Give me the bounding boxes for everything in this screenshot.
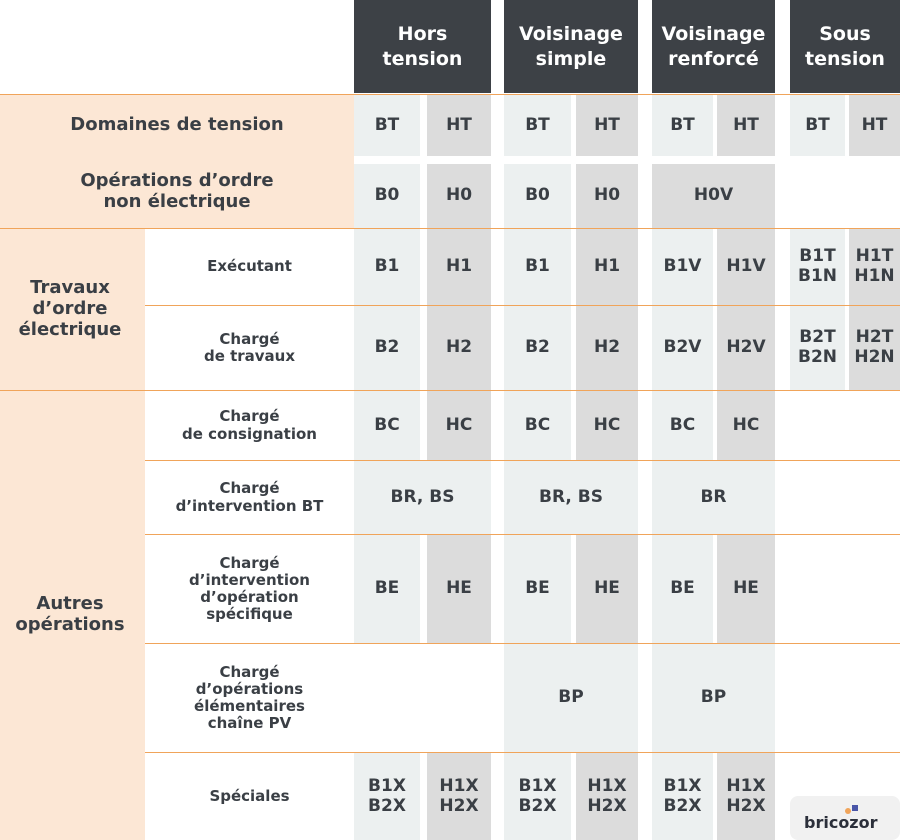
peach-bg (0, 229, 145, 390)
cell-code: BT (805, 114, 830, 135)
cell-code: HT (446, 114, 472, 135)
cell-code: H2T H2N (854, 327, 895, 367)
cell-code: B1X B2X (368, 775, 406, 816)
cell-code: H0 (593, 185, 621, 206)
cell-code: B0 (525, 185, 550, 206)
cell-code: H1X H2X (439, 775, 479, 816)
cell-code: BP (558, 687, 584, 708)
cell-code: BC (374, 414, 400, 435)
peach-bg (0, 95, 354, 156)
label-intervention-bt: Chargé d’intervention BT (175, 479, 324, 515)
row-separator (145, 534, 900, 535)
cell-code: B1V (663, 256, 702, 277)
cell-code: H0 (445, 185, 473, 206)
cell-code: BT (525, 114, 550, 135)
cell-code: HC (732, 414, 760, 435)
col-bg (849, 95, 900, 390)
cell-code: BR, BS (390, 486, 455, 507)
cell-code: HT (733, 114, 759, 135)
label-executant: Exécutant (207, 257, 292, 276)
cell-code: B1 (374, 256, 400, 277)
label-non-electrique: Opérations d’ordre non électrique (80, 170, 274, 212)
cell-code: HE (733, 578, 759, 599)
group-travaux: Travaux d’ordre électrique (18, 277, 122, 340)
cell-code: BT (670, 114, 695, 135)
cell-code: H0V (693, 185, 734, 206)
label-speciales: Spéciales (209, 786, 290, 805)
cell-code: HE (446, 578, 472, 599)
cell-code: B2T B2N (797, 327, 837, 367)
cell-code: H1X H2X (726, 775, 766, 816)
cell-code: HT (861, 114, 888, 135)
cell-code: BT (374, 114, 400, 135)
cell-code: B2 (374, 337, 400, 358)
cell-code: B1T B1N (797, 246, 837, 286)
row-separator (0, 390, 900, 391)
cell-code: H2V (726, 337, 766, 358)
cell-code: H1 (445, 256, 473, 277)
label-domaines: Domaines de tension (70, 114, 284, 136)
cell-code: H2 (445, 337, 473, 358)
row-separator (145, 643, 900, 644)
row-separator (0, 94, 900, 95)
header-voisinage-simple: Voisinage simple (504, 0, 638, 93)
bricozor-logo-icon (845, 805, 865, 815)
label-specifique: Chargé d’intervention d’opération spécif… (189, 553, 310, 624)
cell-code: B2 (525, 337, 550, 358)
col-bg (790, 95, 845, 390)
cell-code: BE (374, 578, 400, 599)
cell-code: HT (594, 114, 620, 135)
row-separator (145, 752, 900, 753)
cell-code: B1X B2X (663, 775, 702, 816)
row-separator (145, 460, 900, 461)
cell-code: H1X H2X (587, 775, 627, 816)
cell-code: H2 (593, 337, 621, 358)
cell-code: B1 (525, 256, 550, 277)
header-voisinage-renforce: Voisinage renforcé (652, 0, 775, 93)
cell-code: HC (593, 414, 621, 435)
cell-code: BC (669, 414, 696, 435)
cell-code: HC (445, 414, 473, 435)
peach-bg (0, 156, 354, 229)
cell-code: B1X B2X (518, 775, 557, 816)
label-pv: Chargé d’opérations élémentaires chaîne … (194, 662, 305, 733)
cell-code: B0 (374, 185, 400, 206)
label-charge-travaux: Chargé de travaux (203, 329, 296, 365)
cell-code: H1T H1N (854, 246, 895, 286)
group-autres: Autres opérations (15, 593, 125, 635)
cell-code: BE (670, 578, 695, 599)
cell-code: BE (525, 578, 550, 599)
row-separator (0, 228, 900, 229)
peach-bg (0, 390, 145, 840)
bricozor-logo: bricozor (790, 796, 900, 840)
bricozor-logo-text: bricozor (804, 813, 878, 832)
cell-code: BC (524, 414, 551, 435)
cell-code: H1V (726, 256, 766, 277)
cell-code: BR (700, 486, 727, 507)
cell-code: B2V (663, 337, 702, 358)
cell-code: BR, BS (539, 486, 603, 507)
label-consignation: Chargé de consignation (182, 407, 317, 443)
row-separator (145, 305, 900, 306)
cell-code: HE (594, 578, 620, 599)
header-sous-tension: Sous tension (790, 0, 900, 93)
header-hors-tension: Hors tension (354, 0, 491, 93)
cell-code: H1 (593, 256, 621, 277)
cell-code: BP (700, 687, 727, 708)
